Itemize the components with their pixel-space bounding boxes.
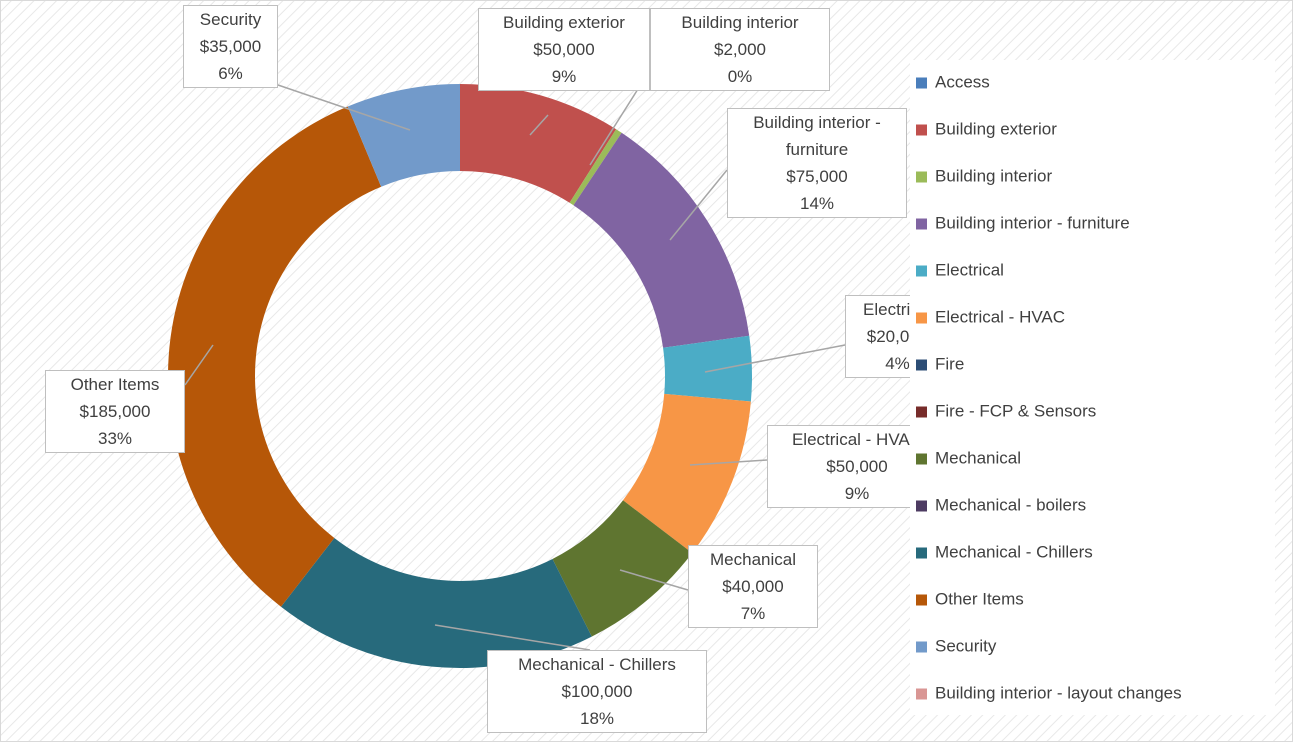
legend-swatch <box>916 500 927 512</box>
data-label: Building interior $2,000 0% <box>650 8 830 91</box>
slice <box>552 500 693 637</box>
label-line: 4% <box>885 354 910 373</box>
label-line: 18% <box>579 709 615 728</box>
leader-line <box>619 569 689 591</box>
leader-line <box>689 459 768 466</box>
legend-label: Electrical <box>935 260 1004 279</box>
legend-swatch <box>916 218 927 230</box>
label-line: Building exterior <box>503 13 625 32</box>
data-label: Mechanical - Chillers $100,000 18% <box>487 650 707 733</box>
legend-swatch <box>916 77 927 89</box>
label-line: Building interior - furniture <box>753 113 881 159</box>
legend-swatch <box>916 453 927 465</box>
legend-swatch <box>916 265 927 277</box>
legend-label: Building exterior <box>935 119 1057 138</box>
data-label: Other Items $185,000 33% <box>45 370 185 453</box>
leader-line <box>529 114 549 136</box>
label-line: $35,000 <box>199 37 262 56</box>
legend-label: Mechanical - boilers <box>935 495 1086 514</box>
label-line: Mechanical <box>710 550 796 569</box>
legend-label: Building interior - furniture <box>935 213 1130 232</box>
slice <box>569 129 622 206</box>
legend-label: Building interior <box>935 166 1053 185</box>
data-label: Building exterior $50,000 9% <box>478 8 650 91</box>
label-line: $2,000 <box>714 40 766 59</box>
slice <box>168 106 382 607</box>
label-line: 7% <box>740 604 766 623</box>
label-line: $40,000 <box>722 577 784 596</box>
data-label: Building interior - furniture $75,000 14% <box>727 108 907 218</box>
legend-swatch <box>916 359 927 371</box>
legend-label: Other Items <box>935 589 1024 608</box>
legend-label: Building interior - layout changes <box>935 683 1182 702</box>
legend-swatch <box>916 688 927 700</box>
legend-swatch <box>916 641 927 653</box>
label-line: $100,000 <box>561 682 633 701</box>
label-line: Electrical - HVAC <box>791 430 923 449</box>
legend-swatch <box>916 547 927 559</box>
leader-line <box>434 624 591 651</box>
slice <box>573 132 750 348</box>
data-label: Mechanical $40,000 7% <box>688 545 818 628</box>
legend-label: Fire - FCP & Sensors <box>935 401 1096 420</box>
slice <box>460 84 617 203</box>
label-line: Security <box>199 10 262 29</box>
label-line: $50,000 <box>826 457 888 476</box>
legend-box <box>910 60 1275 715</box>
leader-line <box>277 84 411 131</box>
legend-swatch <box>916 406 927 418</box>
legend-label: Fire <box>935 354 964 373</box>
legend-label: Mechanical <box>935 448 1021 467</box>
label-line: Other Items <box>70 375 160 394</box>
legend-swatch <box>916 594 927 606</box>
slice <box>623 393 751 554</box>
label-line: $185,000 <box>79 402 151 421</box>
leader-line <box>184 344 214 386</box>
label-line: 6% <box>218 64 243 83</box>
label-line: 0% <box>727 67 753 86</box>
slice <box>280 537 592 668</box>
label-line: $50,000 <box>533 40 595 59</box>
leader-line <box>704 344 846 373</box>
legend-swatch <box>916 124 927 136</box>
slice <box>663 335 752 402</box>
legend-swatch <box>916 171 927 183</box>
legend-label: Access <box>935 72 990 91</box>
label-line: 33% <box>97 429 133 448</box>
leader-line <box>669 169 728 241</box>
label-line: 14% <box>799 194 835 213</box>
legend-swatch <box>916 312 927 324</box>
label-line: 9% <box>844 484 870 503</box>
label-line: 9% <box>551 67 577 86</box>
data-label: Security $35,000 6% <box>183 5 278 88</box>
slice <box>347 84 460 187</box>
label-line: Building interior <box>681 13 799 32</box>
label-line: Mechanical - Chillers <box>518 655 676 674</box>
legend-label: Electrical - HVAC <box>935 307 1065 326</box>
legend-label: Security <box>935 636 997 655</box>
legend-label: Mechanical - Chillers <box>935 542 1093 561</box>
label-line: $75,000 <box>786 167 848 186</box>
